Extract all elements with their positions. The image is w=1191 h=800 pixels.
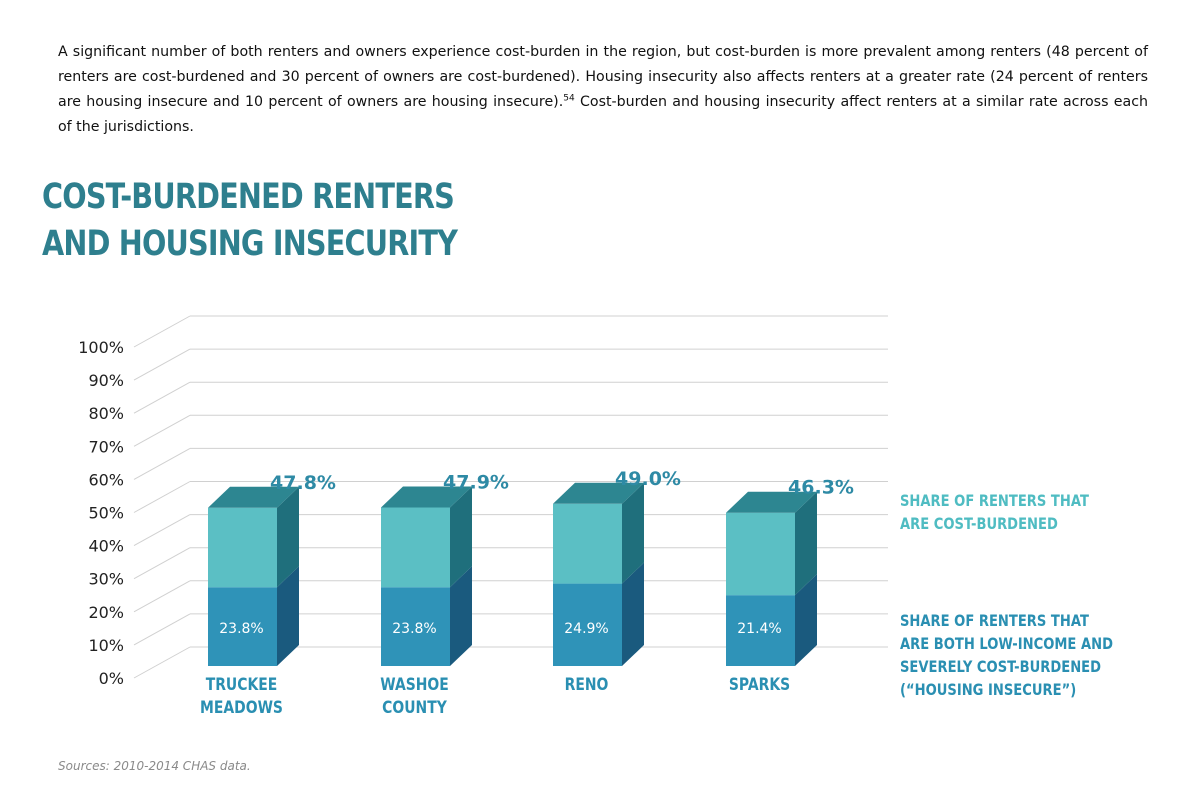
legend-cost-burdened-label: ARE COST-BURDENED <box>900 515 1058 534</box>
bar-housing-insecure <box>553 583 622 666</box>
gridline-diagonal <box>133 613 191 646</box>
bar-cost-burdened <box>726 512 795 596</box>
y-tick-label: 0% <box>99 669 124 688</box>
gridline-diagonal <box>133 646 191 679</box>
legend-housing-insecure-label: ARE BOTH LOW-INCOME AND <box>900 635 1113 654</box>
bar-cost-burdened-top <box>208 486 299 508</box>
y-axis: 0% 10% 20% 30% 40% 50% 60% 70% 80% 90% 100% <box>78 338 124 688</box>
legend: SHARE OF RENTERS THAT ARE COST-BURDENED SH… <box>900 492 1113 700</box>
bar-housing-insecure <box>381 587 450 666</box>
value-label-cost-burdened: 49.0% <box>615 468 681 490</box>
legend-housing-insecure-label: SEVERELY COST-BURDENED <box>900 658 1101 677</box>
bar-housing-insecure <box>726 595 795 666</box>
bar-cost-burdened-side <box>277 486 299 588</box>
value-label-housing-insecure: 24.9% <box>564 621 608 637</box>
category-label: SPARKS <box>729 675 790 695</box>
bar-cost-burdened-top <box>726 491 817 513</box>
y-tick-label: 40% <box>88 537 124 556</box>
gridline-diagonal <box>133 547 191 580</box>
category-label: MEADOWS <box>200 698 283 718</box>
bar-housing-insecure-side <box>622 562 644 666</box>
gridline-diagonal <box>133 447 191 480</box>
intro-text-1: A significant number of both renters and… <box>58 44 1148 110</box>
value-label-cost-burdened: 46.3% <box>788 477 854 499</box>
intro-text-2: Cost-burden and housing insecurity affec… <box>58 94 1148 135</box>
bar-cost-burdened-side <box>450 486 472 588</box>
gridline-diagonal <box>133 348 191 381</box>
bar-cost-burdened-top <box>381 486 472 508</box>
gridline-diagonal <box>133 414 191 447</box>
y-tick-label: 30% <box>88 570 124 589</box>
bar-cost-burdened-side <box>795 491 817 596</box>
bar-housing-insecure <box>208 587 277 666</box>
chart-title-line-2: AND HOUSING INSECURITY <box>42 224 458 264</box>
y-tick-label: 60% <box>88 470 124 489</box>
y-tick-label: 50% <box>88 504 124 523</box>
x-axis-categories: TRUCKEE MEADOWS WASHOE COUNTY RENO SPARKS <box>200 675 790 718</box>
bar-housing-insecure-side <box>795 574 817 666</box>
gridline-diagonal <box>133 580 191 613</box>
legend-housing-insecure-label: SHARE OF RENTERS THAT <box>900 612 1089 631</box>
bar-cost-burdened <box>381 507 450 588</box>
bar-cost-burdened <box>208 507 277 588</box>
category-label: COUNTY <box>382 698 447 718</box>
gridline-diagonal <box>133 481 191 513</box>
gridline-diagonal <box>133 381 191 414</box>
y-tick-label: 90% <box>88 371 124 390</box>
bar-cost-burdened-top <box>553 482 644 504</box>
category-label: RENO <box>565 675 609 695</box>
chart-title: COST-BURDENED RENTERS AND HOUSING INSECU… <box>42 174 458 268</box>
gridline-diagonal <box>133 514 191 547</box>
legend-housing-insecure-label: (“HOUSING INSECURE”) <box>900 681 1076 700</box>
source-note: Sources: 2010-2014 CHAS data. <box>58 759 251 773</box>
value-label-housing-insecure: 23.8% <box>219 621 263 637</box>
intro-paragraph: A significant number of both renters and… <box>58 40 1148 140</box>
footnote-ref: 54 <box>563 93 575 104</box>
bar-housing-insecure-side <box>450 566 472 666</box>
value-label-housing-insecure: 21.4% <box>737 621 781 637</box>
y-tick-label: 10% <box>88 636 124 655</box>
value-label-housing-insecure: 23.8% <box>392 621 436 637</box>
category-label: WASHOE <box>380 675 449 695</box>
y-tick-label: 70% <box>88 437 124 456</box>
value-label-cost-burdened: 47.8% <box>270 472 336 494</box>
bars: 47.8% 23.8% 47.9% 23.8% 49.0% 24.9% 46.3% 21.4% <box>208 468 854 666</box>
y-tick-label: 20% <box>88 603 124 622</box>
legend-cost-burdened-label: SHARE OF RENTERS THAT <box>900 492 1089 511</box>
value-label-cost-burdened: 47.9% <box>443 471 509 493</box>
y-tick-label: 80% <box>88 404 124 423</box>
bar-cost-burdened <box>553 503 622 584</box>
bar-housing-insecure-side <box>277 566 299 666</box>
chart-title-line-1: COST-BURDENED RENTERS <box>42 177 455 217</box>
category-label: TRUCKEE <box>206 675 278 695</box>
gridline-diagonal <box>133 315 191 348</box>
y-tick-label: 100% <box>78 338 124 357</box>
bar-cost-burdened-side <box>622 482 644 584</box>
